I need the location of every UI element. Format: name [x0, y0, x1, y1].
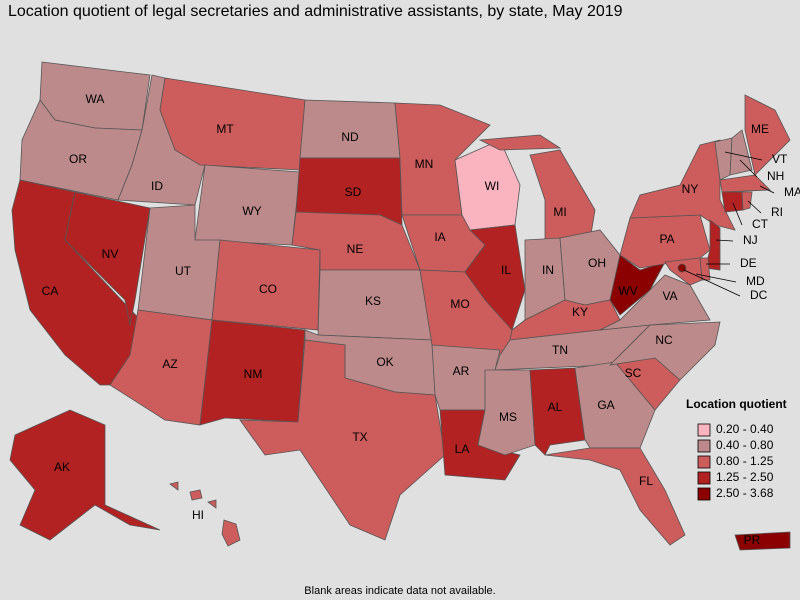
state-label: PA	[659, 232, 674, 246]
state-shape	[9, 409, 161, 541]
state-label: CA	[42, 284, 59, 298]
state-label: KY	[572, 305, 588, 319]
state-label: PR	[744, 533, 761, 547]
callout-line	[739, 159, 758, 178]
callout-line	[759, 185, 775, 194]
state-label: IA	[434, 230, 445, 244]
state-shape	[169, 481, 241, 547]
state-label: NY	[682, 182, 699, 196]
state-shape	[744, 94, 791, 176]
state-label: NJ	[743, 233, 758, 247]
state-label: WA	[86, 92, 105, 106]
state-label: ND	[341, 130, 359, 144]
state-label: OR	[69, 152, 87, 166]
state-label: AL	[548, 400, 563, 414]
states	[9, 61, 791, 551]
callout-line	[683, 269, 741, 297]
state-shape	[544, 447, 686, 546]
state-label: SD	[345, 185, 362, 199]
callout-line	[732, 202, 743, 226]
state-label: RI	[771, 205, 783, 219]
state-label: WV	[618, 284, 637, 298]
state-label: NV	[102, 247, 119, 261]
state-label: MT	[216, 122, 234, 136]
state-shape	[741, 191, 753, 211]
legend: 0.20 - 0.40 0.40 - 0.80 0.80 - 1.25 1.25 - …	[697, 422, 774, 501]
legend-label: 0.80 - 1.25	[716, 454, 774, 468]
callout-line	[715, 239, 734, 242]
state-shape	[719, 174, 771, 193]
state-shape	[704, 219, 721, 271]
state-label: VA	[662, 289, 677, 303]
state-label: FL	[639, 474, 653, 488]
state-label: MO	[450, 297, 469, 311]
state-label: HI	[192, 508, 204, 522]
legend-label: 0.40 - 0.80	[716, 438, 774, 452]
state-label: TN	[552, 343, 568, 357]
state-label: NH	[767, 169, 784, 183]
state-label: WI	[485, 179, 500, 193]
footnote: Blank areas indicate data not available.	[304, 585, 495, 597]
state-shape	[734, 531, 791, 551]
state-label: MI	[553, 205, 566, 219]
legend-label: 0.20 - 0.40	[716, 422, 774, 436]
state-shape	[729, 129, 753, 176]
legend-swatch	[697, 455, 711, 469]
state-label: MS	[499, 410, 517, 424]
state-label: AZ	[162, 357, 177, 371]
state-shape	[599, 274, 711, 331]
state-label: NM	[244, 367, 263, 381]
state-label: TX	[352, 430, 367, 444]
state-label: ID	[151, 179, 163, 193]
map-title: Location quotient of legal secretaries a…	[8, 3, 623, 20]
state-label: MA	[784, 185, 800, 199]
state-label: DC	[750, 288, 768, 302]
legend-swatch	[697, 439, 711, 453]
legend-swatch	[697, 423, 711, 437]
state-shape	[299, 99, 401, 159]
state-label: IL	[501, 263, 511, 277]
state-label: SC	[625, 366, 642, 380]
state-label: KS	[365, 294, 381, 308]
callout-line	[695, 273, 737, 283]
legend-swatch	[697, 487, 711, 501]
state-label: ME	[751, 122, 769, 136]
state-label: OH	[588, 256, 606, 270]
legend-label: 2.50 - 3.68	[716, 486, 774, 500]
state-label: VT	[772, 152, 788, 166]
state-label: CT	[752, 217, 769, 231]
state-label: IN	[542, 263, 554, 277]
callout-line	[747, 200, 762, 214]
state-shape	[464, 224, 526, 331]
state-label: AK	[54, 460, 70, 474]
state-label: MD	[746, 274, 765, 288]
state-label: UT	[175, 264, 192, 278]
state-labels: WA OR CA NV ID MT WY UT AZ CO NM ND SD NE KS OK TX MN IA MO…	[42, 92, 800, 547]
state-label: OK	[376, 355, 393, 369]
state-shape	[721, 191, 744, 213]
state-label: DE	[740, 256, 757, 270]
state-label: NE	[347, 242, 364, 256]
state-shape	[239, 339, 446, 541]
legend-swatch	[697, 471, 711, 485]
state-label: CO	[259, 282, 277, 296]
legend-label: 1.25 - 2.50	[716, 470, 774, 484]
state-shape	[199, 319, 306, 426]
callout-line	[724, 151, 763, 161]
state-label: LA	[455, 442, 470, 456]
state-label: WY	[242, 204, 261, 218]
legend-title: Location quotient	[686, 397, 787, 411]
state-label: AR	[453, 364, 470, 378]
state-label: NC	[655, 333, 673, 347]
state-label: GA	[597, 398, 614, 412]
state-label: MN	[415, 157, 434, 171]
